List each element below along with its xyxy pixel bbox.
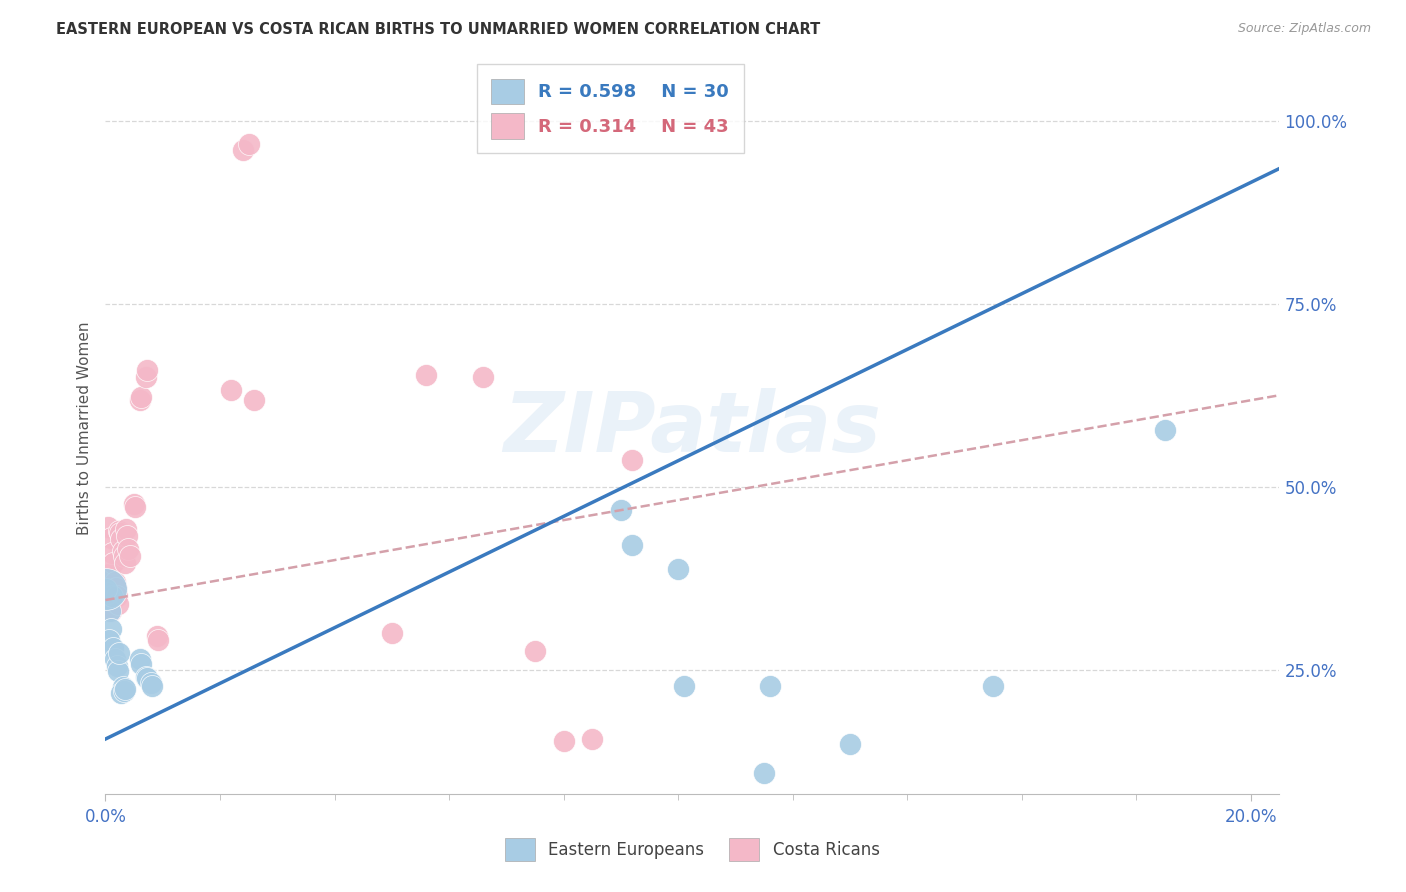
Point	[110, 686, 132, 700]
Point	[97, 520, 120, 534]
Point	[243, 393, 266, 408]
Point	[100, 604, 122, 618]
Point	[122, 497, 145, 511]
Point	[100, 531, 122, 545]
Point	[118, 549, 141, 564]
Point	[135, 370, 157, 384]
Point	[381, 626, 404, 640]
Point	[107, 597, 129, 611]
Point	[146, 633, 169, 648]
Point	[981, 679, 1004, 693]
Point	[97, 592, 120, 607]
Point	[114, 557, 136, 571]
Point	[472, 370, 495, 384]
Point	[758, 679, 780, 693]
Point	[128, 393, 150, 408]
Point	[621, 538, 644, 552]
Point	[114, 681, 136, 696]
Point	[101, 590, 124, 604]
Point	[553, 734, 575, 748]
Point	[135, 362, 157, 376]
Point	[135, 671, 157, 685]
Point	[104, 574, 127, 589]
Point	[110, 533, 132, 547]
Point	[107, 664, 129, 678]
Point	[129, 391, 152, 405]
Point	[103, 557, 125, 571]
Y-axis label: Births to Unmarried Women: Births to Unmarried Women	[76, 321, 91, 535]
Point	[98, 583, 121, 598]
Point	[610, 503, 633, 517]
Point	[104, 581, 127, 595]
Point	[96, 582, 118, 596]
Point	[112, 549, 135, 564]
Point	[129, 657, 152, 671]
Point	[672, 679, 695, 693]
Point	[98, 599, 121, 614]
Point	[110, 526, 132, 541]
Text: ZIPatlas: ZIPatlas	[503, 388, 882, 468]
Point	[839, 737, 862, 751]
Point	[232, 143, 254, 157]
Legend: Eastern Europeans, Costa Ricans: Eastern Europeans, Costa Ricans	[496, 830, 889, 870]
Point	[115, 529, 138, 543]
Point	[581, 731, 603, 746]
Point	[94, 582, 117, 596]
Point	[621, 453, 644, 467]
Point	[105, 658, 128, 673]
Point	[1154, 423, 1177, 437]
Text: Source: ZipAtlas.com: Source: ZipAtlas.com	[1237, 22, 1371, 36]
Point	[523, 643, 546, 657]
Point	[115, 522, 138, 536]
Point	[112, 684, 135, 698]
Point	[97, 567, 120, 582]
Point	[124, 500, 146, 515]
Point	[104, 651, 127, 665]
Point	[103, 640, 125, 655]
Text: EASTERN EUROPEAN VS COSTA RICAN BIRTHS TO UNMARRIED WOMEN CORRELATION CHART: EASTERN EUROPEAN VS COSTA RICAN BIRTHS T…	[56, 22, 821, 37]
Point	[97, 586, 120, 600]
Point	[128, 651, 150, 665]
Point	[117, 541, 139, 556]
Point	[108, 647, 131, 661]
Point	[111, 680, 134, 694]
Point	[101, 545, 124, 559]
Point	[238, 137, 260, 152]
Point	[97, 633, 120, 648]
Point	[108, 524, 131, 538]
Point	[94, 582, 117, 596]
Point	[135, 670, 157, 684]
Point	[666, 561, 689, 575]
Point	[105, 590, 128, 604]
Point	[221, 383, 243, 397]
Point	[141, 679, 163, 693]
Point	[111, 544, 134, 558]
Point	[415, 368, 437, 383]
Point	[98, 604, 121, 618]
Point	[146, 629, 169, 643]
Point	[141, 675, 163, 690]
Point	[752, 766, 775, 780]
Point	[100, 623, 122, 637]
